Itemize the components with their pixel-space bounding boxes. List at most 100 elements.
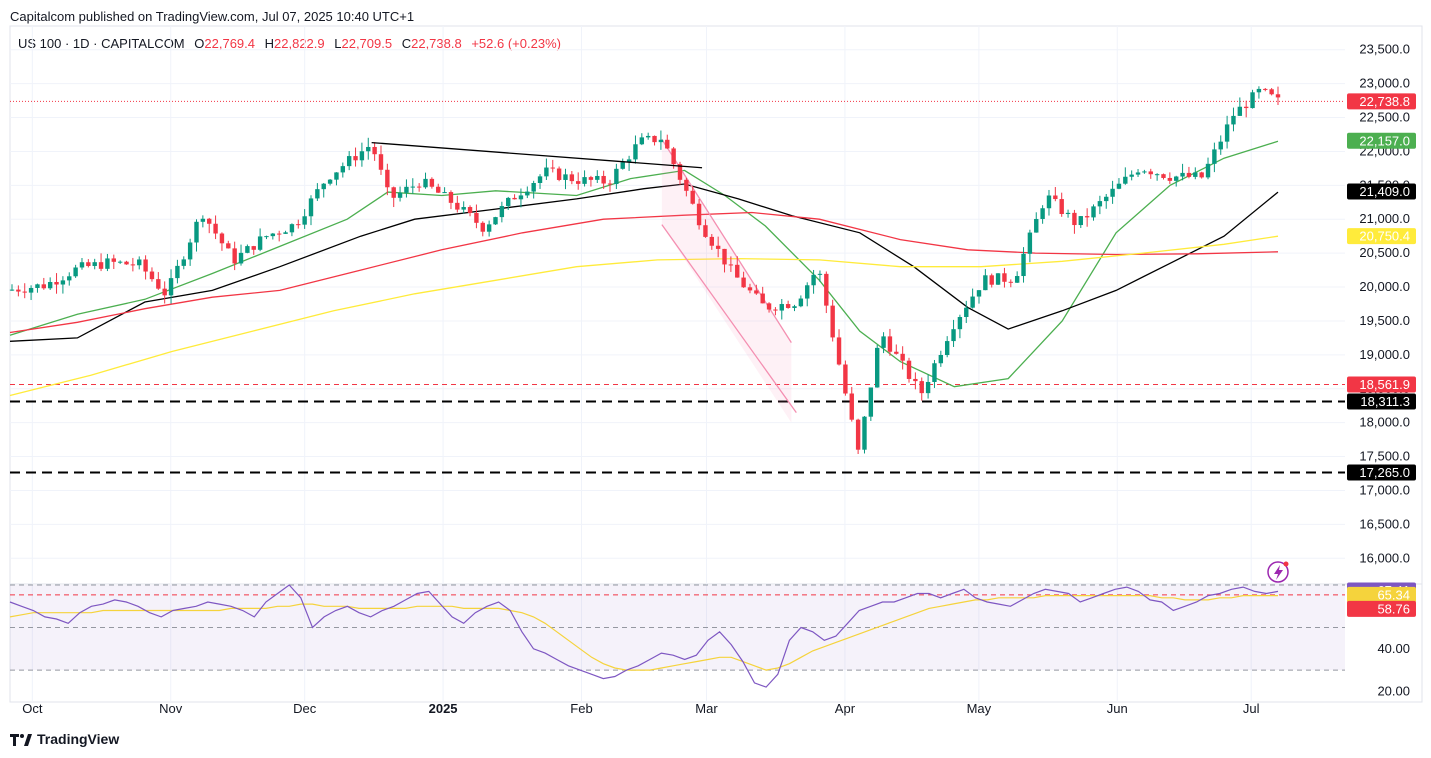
candle-body xyxy=(60,280,66,285)
candle-body xyxy=(207,218,212,224)
price-tag: 22,738.8 xyxy=(1359,94,1410,109)
candle-body xyxy=(944,341,950,355)
candle-body xyxy=(1269,89,1274,95)
candle-body xyxy=(41,284,47,289)
candle-body xyxy=(194,221,199,243)
candle-body xyxy=(633,144,638,160)
time-tick-label: Jun xyxy=(1107,701,1128,716)
candle-body xyxy=(143,259,148,272)
price-tag: 18,311.3 xyxy=(1360,394,1410,409)
candle-body xyxy=(817,273,823,275)
price-tag-bg xyxy=(1347,464,1416,481)
open-value: 22,769.4 xyxy=(204,36,255,51)
candle-body xyxy=(283,232,288,234)
candle-body xyxy=(1193,172,1198,177)
time-tick-label: 2025 xyxy=(429,701,458,716)
trendline xyxy=(371,141,703,169)
candle-body xyxy=(1148,171,1153,175)
moving-averages xyxy=(9,140,1279,397)
candle-body xyxy=(849,393,854,420)
candle-body xyxy=(16,289,21,292)
candle-body xyxy=(645,135,651,138)
candle-body xyxy=(1008,281,1014,283)
candle-body xyxy=(754,290,759,294)
candle-body xyxy=(467,207,473,214)
candle-body xyxy=(448,192,454,203)
candle-body xyxy=(1059,199,1064,215)
symbol-label[interactable]: US 100 · 1D · CAPITALCOM xyxy=(18,36,185,51)
candle-body xyxy=(296,224,301,226)
candle-body xyxy=(47,282,53,289)
candle-body xyxy=(913,378,918,382)
candle-body xyxy=(200,218,206,222)
candle-body xyxy=(741,277,746,288)
candle-body xyxy=(868,387,874,417)
candle-body xyxy=(1205,163,1211,178)
candle-body xyxy=(976,290,982,297)
candle-body xyxy=(1231,115,1236,125)
published-header: Capitalcom published on TradingView.com,… xyxy=(10,9,415,24)
candle-body xyxy=(302,216,307,225)
candle-body xyxy=(366,146,371,152)
candle-body xyxy=(1237,106,1243,116)
rsi-line xyxy=(9,584,1279,688)
candle-body xyxy=(709,236,714,246)
candle-body xyxy=(792,306,797,308)
candle-body xyxy=(1040,208,1045,219)
candle-body xyxy=(1104,196,1109,202)
candle-body xyxy=(1123,176,1128,184)
candle-body xyxy=(983,275,988,291)
candle-body xyxy=(124,261,129,265)
candle-body xyxy=(563,174,568,180)
candle-body xyxy=(1027,232,1033,254)
candle-body xyxy=(181,259,186,266)
candle-body xyxy=(461,207,466,210)
candle-body xyxy=(340,166,346,173)
candle-body xyxy=(1084,216,1090,218)
candle-body xyxy=(1034,218,1039,233)
candle-body xyxy=(824,273,829,306)
candle-body xyxy=(881,336,886,348)
moving-average-line xyxy=(9,211,1279,334)
price-tag-bg xyxy=(1347,376,1416,393)
low-value: 22,709.5 xyxy=(341,36,393,51)
moving-average-line xyxy=(9,235,1279,397)
candle-body xyxy=(728,264,734,266)
candle-body xyxy=(9,289,15,291)
candle-body xyxy=(1199,172,1204,178)
candle-body xyxy=(703,225,708,237)
ohlc-legend: US 100 · 1D · CAPITALCOM O22,769.4 H22,8… xyxy=(18,36,561,51)
candle-body xyxy=(906,360,912,379)
candle-body xyxy=(811,274,816,286)
change-value: +52.6 (+0.23%) xyxy=(471,36,561,51)
candle-body xyxy=(550,167,555,169)
candle-body xyxy=(805,285,810,299)
time-tick-label: Apr xyxy=(835,701,856,716)
candle-body xyxy=(168,278,174,296)
horizontal-levels xyxy=(10,100,1345,474)
candle-body xyxy=(79,262,85,268)
candle-body xyxy=(35,284,40,288)
descending-channel xyxy=(661,138,797,423)
candle-body xyxy=(232,248,237,264)
candle-body xyxy=(556,168,562,180)
candle-body xyxy=(620,162,625,169)
candle-body xyxy=(22,291,27,293)
candle-body xyxy=(1212,149,1217,164)
price-tick-label: 18,000.0 xyxy=(1359,415,1410,430)
candle-body xyxy=(531,183,536,192)
candle-body xyxy=(187,242,193,260)
candle-body xyxy=(385,169,390,188)
rsi-ma-line xyxy=(9,594,1278,671)
candle-body xyxy=(117,261,123,263)
candle-body xyxy=(372,146,377,155)
candle-body xyxy=(518,195,524,200)
candle-body xyxy=(1072,212,1077,226)
candle-body xyxy=(1135,172,1141,175)
candle-body xyxy=(544,167,549,177)
lightning-alert-icon[interactable] xyxy=(1267,561,1289,583)
tradingview-logo[interactable]: TradingView xyxy=(10,731,119,747)
time-tick-label: Dec xyxy=(293,701,317,716)
candle-body xyxy=(785,304,791,308)
